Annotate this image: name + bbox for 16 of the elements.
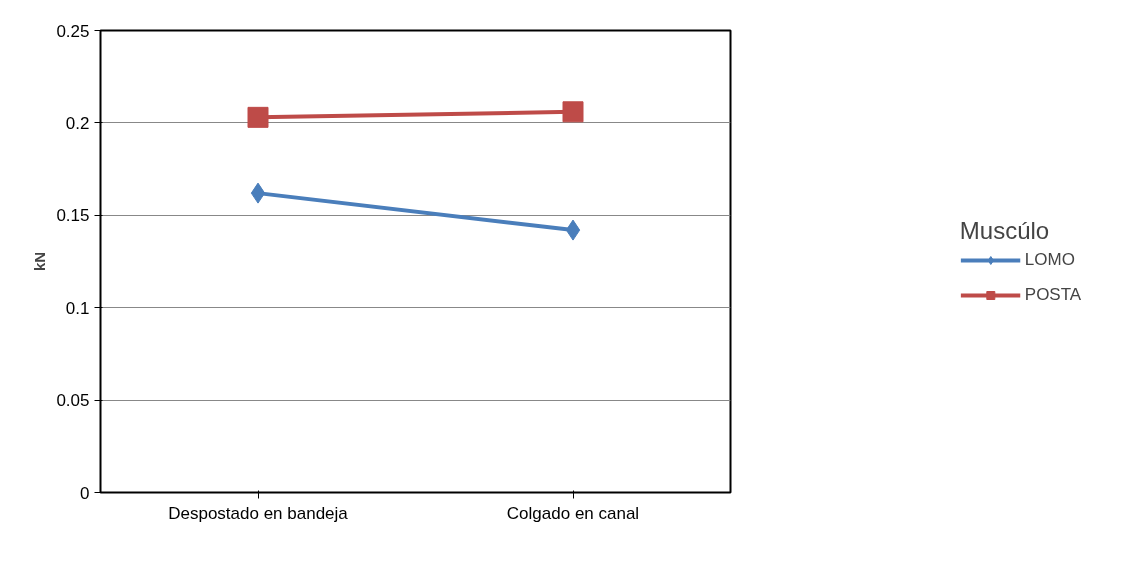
point (250, 182, 266, 204)
point (565, 219, 581, 241)
legend-title: Muscúlo (959, 217, 1051, 245)
y-tick-label: 0.15 (56, 206, 90, 226)
y-tick-label: 0.1 (65, 298, 90, 318)
y-axis-title: kN (31, 251, 49, 272)
y-tick-label: 0.05 (56, 391, 90, 411)
x-tick-label: Colgado en canal (506, 503, 640, 523)
point (562, 101, 584, 123)
x-tick-label: Despostado en bandeja (168, 503, 349, 523)
legend-label: LOMO (1024, 250, 1075, 270)
point (247, 106, 269, 128)
legend-label: POSTA (1024, 285, 1082, 305)
y-tick-label: 0 (80, 483, 90, 503)
y-tick-label: 0.25 (56, 21, 90, 41)
y-tick-label: 0.2 (65, 113, 90, 133)
